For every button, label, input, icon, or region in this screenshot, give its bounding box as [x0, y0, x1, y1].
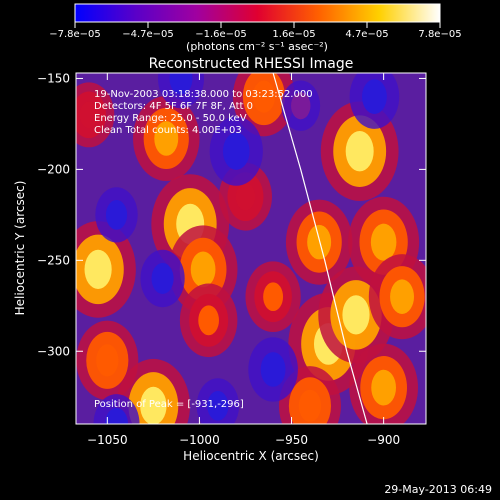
- heatmap-blob-core: [198, 305, 219, 336]
- heatmap-blob-core: [207, 390, 229, 421]
- colorbar-unit-label: (photons cm⁻² s⁻¹ asec⁻²): [186, 40, 328, 53]
- y-tick-label: −150: [37, 71, 70, 85]
- heatmap-blob-core: [154, 121, 179, 156]
- y-axis-label: Heliocentric Y (arcsec): [13, 181, 27, 316]
- heatmap-blob-core: [370, 223, 397, 261]
- heatmap-blob-core: [84, 249, 112, 290]
- x-tick-label: −1000: [179, 433, 220, 447]
- heatmap-blob-core: [345, 130, 374, 172]
- heatmap-blob-core: [291, 92, 311, 120]
- y-tick-label: −300: [37, 344, 70, 358]
- chart-title: Reconstructed RHESSI Image: [149, 56, 354, 72]
- y-tick-label: −200: [37, 162, 70, 176]
- y-axis: −150 −200 −250 −300: [37, 71, 426, 358]
- plot-frame: [75, 72, 427, 425]
- heatmap-blob-core: [190, 251, 216, 288]
- heatmap-image: [76, 73, 426, 424]
- heatmap-blob-core: [390, 279, 415, 314]
- annotation-line: Detectors: 4F 5F 6F 7F 8F, Att 0: [94, 101, 253, 112]
- annotation-block: 19-Nov-2003 03:18:38.000 to 03:23:52.000…: [94, 89, 313, 136]
- annotation-line: 19-Nov-2003 03:18:38.000 to 03:23:52.000: [94, 89, 313, 100]
- colorbar-tick-label: −1.6e−05: [195, 29, 247, 40]
- x-axis-label: Heliocentric X (arcsec): [183, 449, 319, 463]
- colorbar-ticks: −7.8e−05 −4.7e−05 −1.6e−05 1.6e−05 4.7e−05 7.…: [49, 22, 462, 40]
- colorbar-tick-label: 4.7e−05: [345, 29, 388, 40]
- colorbar-tick-label: −7.8e−05: [49, 29, 101, 40]
- colorbar: [74, 3, 441, 23]
- colorbar-tick-label: 7.8e−05: [418, 29, 461, 40]
- heatmap-blob-core: [105, 407, 129, 424]
- heatmap-blob-core: [151, 263, 174, 294]
- heatmap-blob-core: [96, 344, 119, 377]
- x-tick-label: −950: [275, 433, 308, 447]
- heatmap-blob-core: [252, 80, 276, 113]
- heatmap-blob-core: [263, 282, 284, 312]
- heatmap-blob-core: [371, 369, 397, 406]
- colorbar-tick-label: 1.6e−05: [272, 29, 315, 40]
- y-tick-label: −250: [37, 253, 70, 267]
- heatmap-blob-core: [105, 200, 128, 230]
- heatmap-blob-core: [169, 73, 193, 95]
- solar-limb-line: [272, 73, 368, 424]
- heatmap-blob-core: [307, 224, 332, 260]
- annotation-line: Clean Total counts: 4.00E+03: [94, 125, 242, 136]
- x-axis: −1050 −1000 −950 −900: [87, 73, 400, 447]
- x-tick-label: −1050: [87, 433, 128, 447]
- heatmap-blob-core: [298, 389, 322, 422]
- colorbar-tick-label: −4.7e−05: [122, 29, 174, 40]
- x-tick-label: −900: [367, 433, 400, 447]
- heatmap-blob-core: [235, 182, 256, 211]
- annotation-line: Energy Range: 25.0 - 50.0 keV: [94, 113, 247, 124]
- heatmap-blob-core: [260, 352, 286, 387]
- heatmap-blob-core: [140, 386, 167, 424]
- footer-date: 29-May-2013 06:49: [384, 483, 492, 496]
- heatmap-blob-core: [79, 101, 99, 129]
- peak-position-label: Position of Peak = [-931,-296]: [94, 399, 244, 410]
- heatmap-blob-core: [222, 132, 250, 170]
- heatmap-blob-core: [362, 79, 387, 115]
- heatmap-blob-core: [342, 295, 370, 335]
